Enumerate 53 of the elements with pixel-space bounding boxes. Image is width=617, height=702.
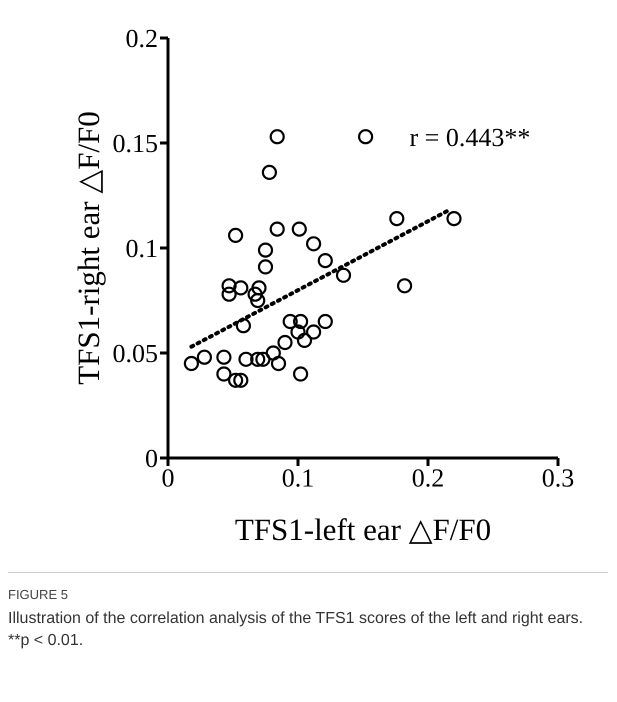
point (228, 228, 244, 243)
point (258, 259, 274, 274)
annotation: r = 0.443** (410, 122, 530, 153)
point (228, 372, 244, 388)
point (222, 286, 237, 302)
point (216, 366, 232, 382)
x-tick-label: 0.1 (282, 463, 314, 492)
point (306, 236, 322, 252)
point (258, 242, 274, 258)
point (270, 129, 285, 144)
point (216, 350, 232, 365)
point (277, 334, 293, 350)
point (233, 280, 248, 296)
point (222, 278, 237, 294)
y-tick-label: 0.2 (126, 24, 158, 54)
text: Illustration of the correlation analysis of the TFS1 scores of the left and right ears. **p < 0.01. (8, 609, 584, 652)
point (270, 356, 286, 372)
point (233, 372, 248, 388)
point (238, 352, 254, 367)
point (266, 345, 281, 361)
point (292, 222, 307, 237)
point (282, 314, 298, 330)
point (336, 268, 352, 283)
point (236, 318, 251, 334)
point (397, 278, 412, 294)
y-tick-label: 0.1 (126, 234, 158, 264)
point (184, 356, 199, 372)
x-axis-title: TFS1-left ear △F/F0 (234, 512, 492, 548)
point (196, 350, 212, 365)
y-tick-label: 0 (145, 444, 158, 474)
caption: FIGURE 5 (8, 587, 69, 602)
point (446, 211, 462, 226)
y-axis-title: TFS1-right ear △F/F0 (71, 111, 106, 385)
x-tick-label: 0.3 (542, 463, 574, 492)
point (290, 324, 306, 340)
point (296, 332, 312, 348)
point (248, 286, 263, 302)
y-tick-label: 0.05 (112, 339, 158, 368)
point (318, 314, 333, 330)
point (250, 352, 266, 367)
point (358, 129, 374, 144)
point (389, 211, 404, 226)
point (318, 253, 333, 268)
point (293, 366, 308, 382)
y-tick-label: 0.15 (112, 129, 158, 158)
point (255, 352, 270, 367)
point (262, 164, 277, 180)
point (293, 314, 308, 330)
point (306, 324, 322, 340)
point (270, 222, 285, 237)
x-tick-label: 0.2 (412, 463, 444, 492)
point (250, 292, 266, 308)
point (251, 280, 267, 296)
